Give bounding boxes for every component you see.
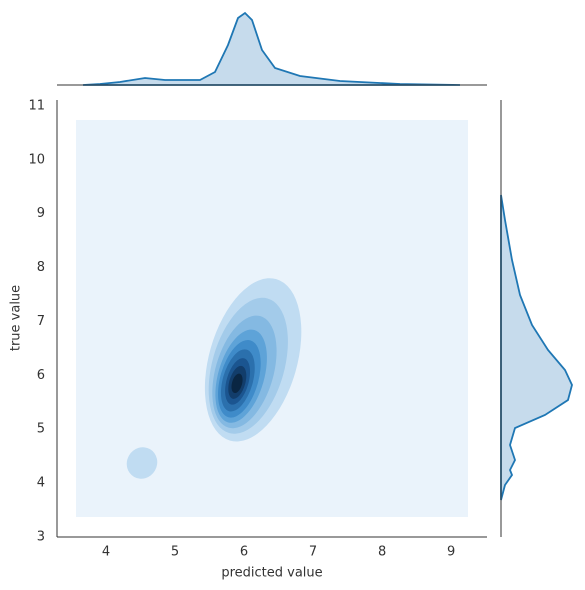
x-tick-label: 6 <box>240 545 248 560</box>
y-tick-label: 10 <box>28 152 45 167</box>
x-tick-label: 7 <box>309 545 317 560</box>
y-tick-label: 4 <box>37 476 45 491</box>
x-tick-label: 9 <box>447 545 455 560</box>
x-tick-label: 4 <box>102 545 110 560</box>
density-level <box>231 373 243 394</box>
y-tick-label: 3 <box>37 530 45 545</box>
y-tick-label: 8 <box>37 260 45 275</box>
top-marginal-kde <box>82 11 461 86</box>
x-tick-label: 8 <box>378 545 386 560</box>
x-tick-label: 5 <box>171 545 179 560</box>
right-marginal-kde <box>500 194 573 501</box>
y-tick-label: 9 <box>37 206 45 221</box>
y-tick-label: 11 <box>28 98 45 113</box>
y-tick-label: 7 <box>37 314 45 329</box>
y-axis-label: true value <box>9 285 24 351</box>
x-axis-label: predicted value <box>221 566 322 581</box>
y-tick-label: 6 <box>37 368 45 383</box>
density-blob <box>126 447 158 479</box>
joint-density <box>76 120 468 517</box>
y-tick-label: 5 <box>37 422 45 437</box>
